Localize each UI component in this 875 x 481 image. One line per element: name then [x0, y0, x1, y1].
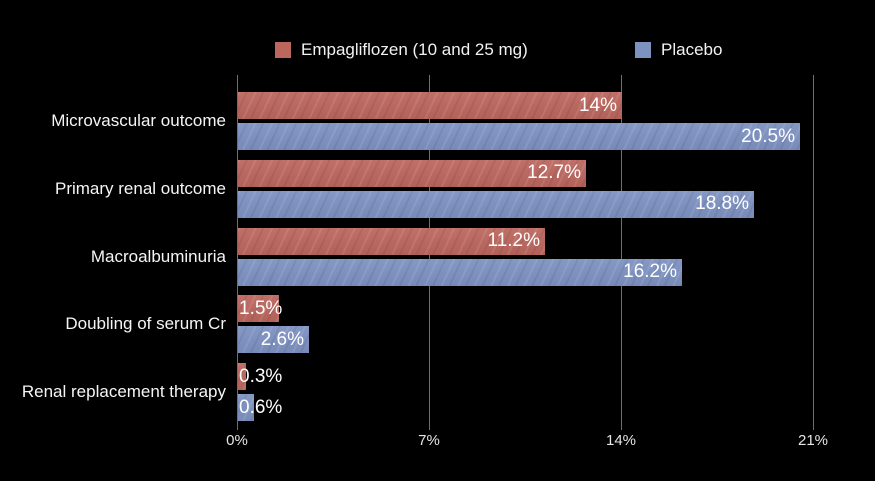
bar-empagliflozen: 14%: [238, 92, 622, 119]
category-label: Primary renal outcome: [54, 178, 226, 198]
bar-value-label: 12.7%: [527, 162, 581, 184]
legend-label-placebo: Placebo: [661, 40, 723, 59]
bar-placebo: 16.2%: [238, 258, 682, 286]
category-label: Macroalbuminuria: [90, 246, 226, 266]
bar-value-label: 16.2%: [623, 261, 677, 282]
bar-value-label: 0.6%: [239, 396, 283, 418]
category-label: Doubling of serum Cr: [65, 314, 226, 334]
x-axis-tick-label: 0%: [226, 432, 248, 449]
bar-value-label: 0.3%: [239, 365, 283, 387]
gridline-21%: [813, 75, 814, 430]
bar-value-label: 11.2%: [487, 230, 540, 251]
legend-label-empagliflozen: Empagliflozen (10 and 25 mg): [301, 40, 528, 59]
bar-empagliflozen: 0.3%: [238, 363, 282, 390]
category-label: Microvascular outcome: [51, 111, 226, 130]
gridline-0%: [237, 75, 238, 430]
legend-swatch-placebo-icon: [635, 42, 651, 58]
bar-value-label: 2.6%: [260, 328, 304, 350]
x-axis-tick-label: 21%: [797, 432, 829, 449]
bar-placebo: 20.5%: [238, 123, 800, 150]
bar-placebo: 0.6%: [238, 394, 282, 421]
category-label: Renal replacement therapy: [21, 382, 226, 401]
bar-value-label: 14%: [578, 94, 617, 116]
x-axis-tick-label: 7%: [418, 432, 440, 449]
bar-empagliflozen: 1.5%: [238, 295, 283, 323]
bar-value-label: 1.5%: [239, 297, 283, 319]
legend-item-placebo: Placebo: [635, 40, 722, 60]
legend-item-empagliflozen: Empagliflozen (10 and 25 mg): [275, 40, 528, 60]
gridline-14%: [621, 75, 622, 430]
bar-empagliflozen: 11.2%: [238, 227, 545, 255]
bar-empagliflozen: 12.7%: [238, 159, 586, 187]
bar-placebo: 2.6%: [238, 326, 309, 354]
legend-swatch-empagliflozen-icon: [275, 42, 291, 58]
bar-placebo: 18.8%: [238, 190, 754, 218]
x-axis-tick-label: 14%: [605, 432, 637, 449]
bar-value-label: 20.5%: [741, 125, 795, 147]
bar-value-label: 18.8%: [695, 193, 749, 215]
